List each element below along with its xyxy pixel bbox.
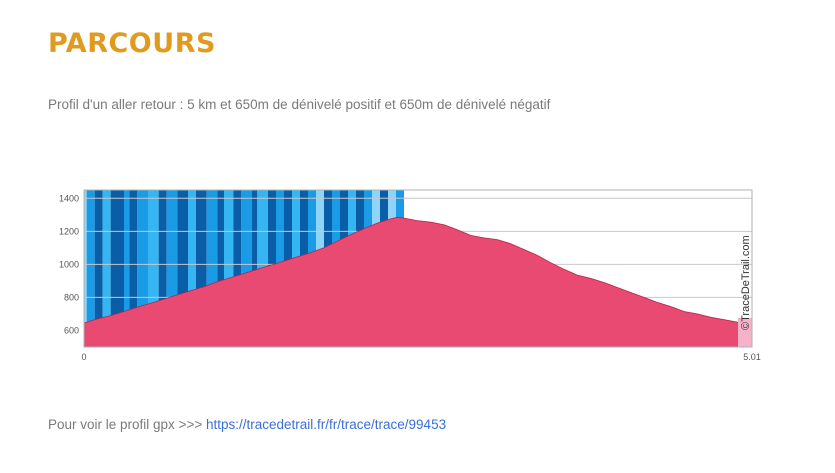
stripe-band [129, 190, 138, 347]
stripe-band [166, 190, 178, 347]
y-tick-label: 600 [64, 325, 79, 335]
y-tick-label: 1400 [59, 193, 79, 203]
gpx-footer-label: Pour voir le profil gpx >>> [48, 417, 206, 432]
stripe-band [177, 190, 188, 347]
stripe-band [94, 190, 103, 347]
stripe-band [84, 190, 87, 347]
stripe-band [124, 190, 130, 347]
stripe-band [188, 190, 196, 347]
stripe-band [137, 190, 148, 347]
plot-frame [83, 189, 753, 348]
stripe-band [158, 190, 167, 347]
page-subtitle: Profil d'un aller retour : 5 km et 650m … [48, 97, 551, 112]
gpx-footer: Pour voir le profil gpx >>> https://trac… [48, 417, 446, 432]
stripe-band [252, 190, 258, 347]
stripe-band [224, 190, 234, 347]
stripe-band [148, 190, 159, 347]
gpx-link[interactable]: https://tracedetrail.fr/fr/trace/trace/9… [205, 417, 447, 432]
y-tick-label: 1000 [59, 259, 79, 269]
stripe-band [206, 190, 218, 347]
stripe-band [196, 190, 207, 347]
stripe-band [110, 190, 124, 347]
stripe-band [102, 190, 111, 347]
end-marker [738, 318, 752, 347]
x-tick-label: 5.01 [743, 352, 761, 362]
stripe-band [217, 190, 224, 347]
stripe-band [241, 190, 252, 347]
watermark: ©TraceDeTrail.com [740, 235, 752, 330]
page-title: PARCOURS [48, 28, 216, 59]
x-tick-label: 0 [81, 352, 86, 362]
stripe-band [233, 190, 242, 347]
elevation-area [83, 216, 753, 348]
stripe-band [86, 190, 95, 347]
y-tick-label: 1200 [59, 226, 79, 236]
y-tick-label: 800 [64, 292, 79, 302]
